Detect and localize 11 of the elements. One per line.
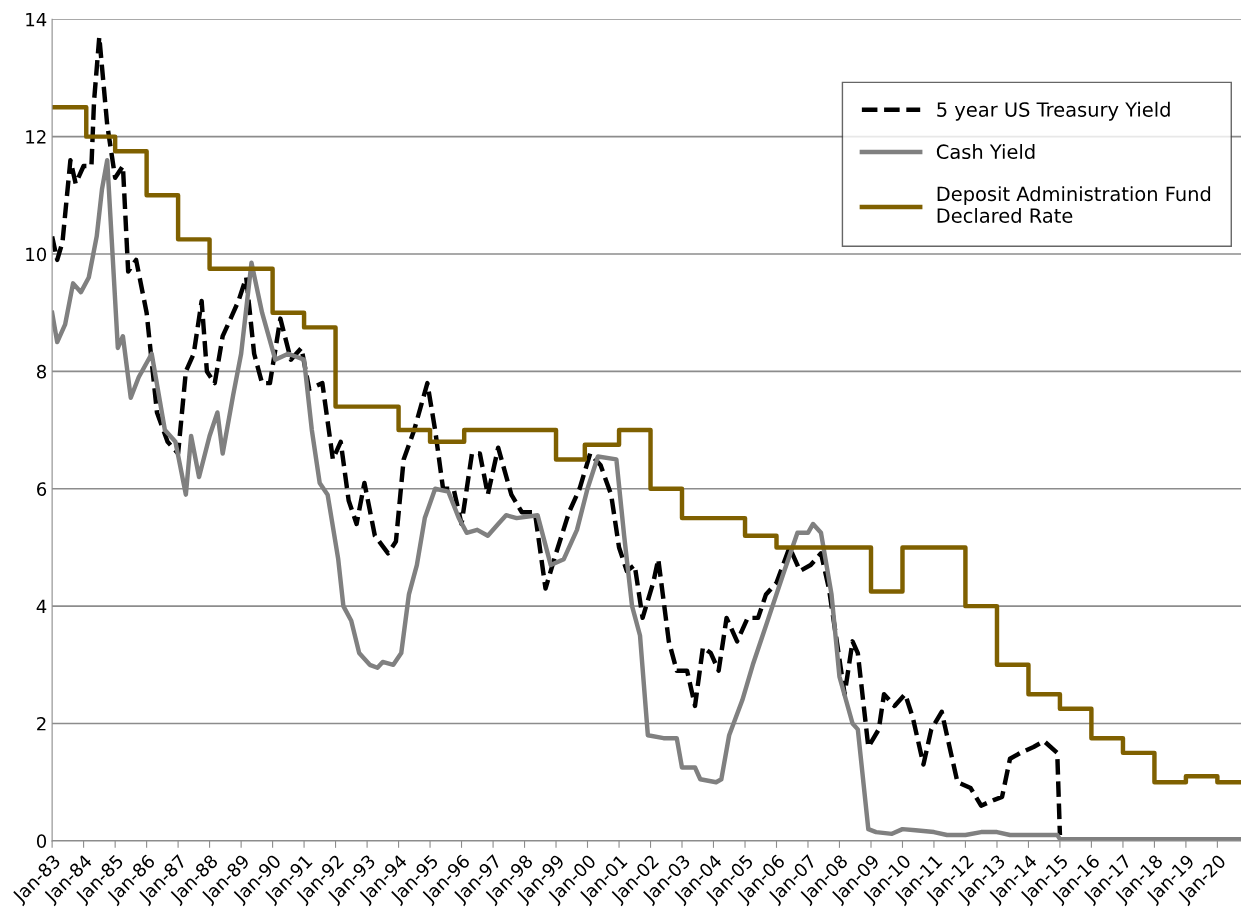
y-tick-label: 10 <box>26 247 47 262</box>
y-tick-label: 8 <box>37 364 47 379</box>
y-tick-label: 12 <box>26 130 46 144</box>
legend-label: Deposit Administration Fund Declared Rate <box>937 186 1211 223</box>
y-tick-label: 14 <box>26 12 47 27</box>
y-tick-label: 2 <box>37 716 46 731</box>
legend-label: 5 year US Treasury Yield <box>937 101 1170 121</box>
y-tick-label: 0 <box>36 834 47 848</box>
y-tick-label: 4 <box>36 599 47 613</box>
y-tick-label: 6 <box>37 482 47 496</box>
legend-label: Cash Yield <box>936 144 1035 160</box>
